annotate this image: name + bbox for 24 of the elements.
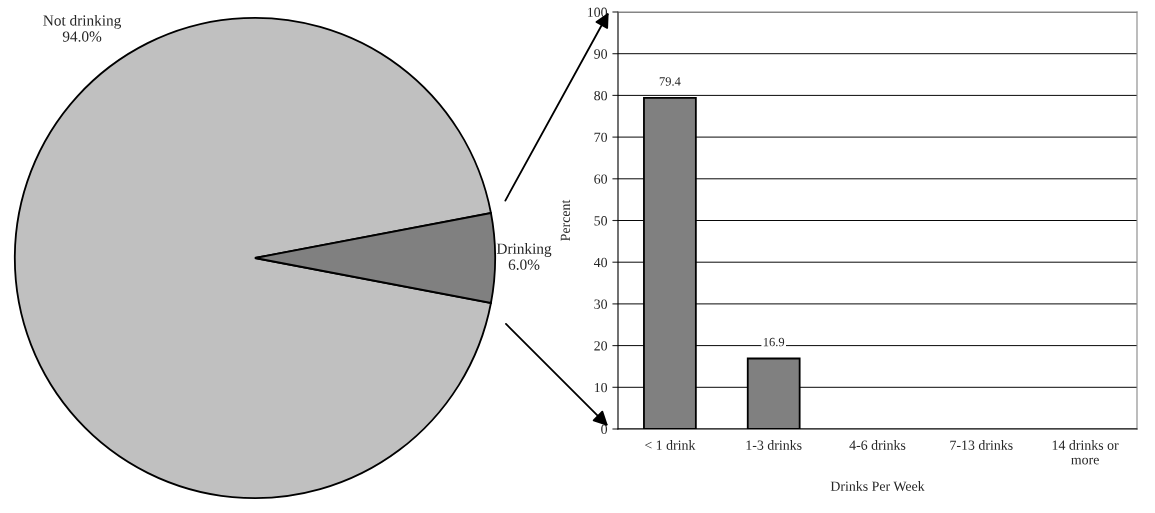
x-tick-label: 7-13 drinks (950, 440, 1013, 450)
y-tick-label: 10 (594, 382, 608, 393)
x-tick-label: < 1 drink (645, 440, 696, 450)
x-tick-label: 1-3 drinks (746, 440, 802, 450)
x-axis-title: Drinks Per Week (830, 481, 925, 491)
slice-label: Not drinking (43, 14, 122, 29)
data-label: 94.0% (62, 31, 102, 42)
x-tick-label: 14 drinks or more (1052, 440, 1119, 465)
y-tick-label: 80 (594, 90, 608, 101)
y-axis-title: Percent (560, 199, 571, 241)
y-tick-label: 70 (594, 132, 608, 143)
pie-slice (13, 16, 492, 500)
data-label: 6.0% (508, 259, 540, 270)
y-tick-label: 50 (594, 216, 608, 226)
y-tick-label: 90 (594, 49, 608, 59)
y-tick-label: 0 (601, 424, 608, 434)
y-tick-label: 20 (594, 341, 608, 351)
data-label: 79.4 (659, 77, 681, 86)
x-tick-label: 4-6 drinks (849, 440, 906, 450)
y-tick-label: 40 (593, 257, 608, 268)
y-tick-label: 60 (594, 174, 608, 184)
data-label: 16.9 (763, 337, 785, 347)
y-tick-label: 30 (594, 299, 608, 309)
slice-label: Drinking (496, 243, 552, 257)
